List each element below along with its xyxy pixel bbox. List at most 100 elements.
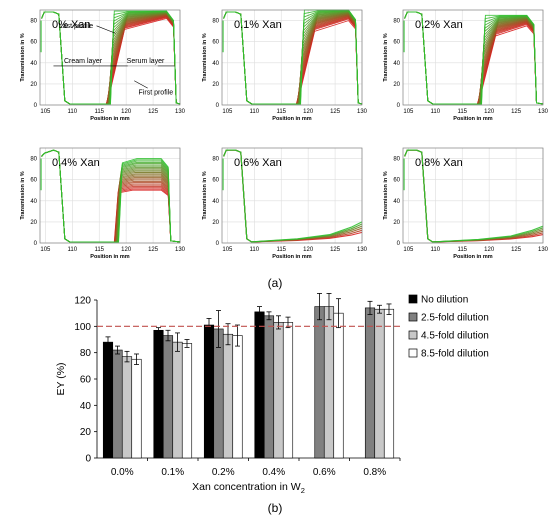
x-tick-label: 105 (222, 109, 233, 115)
annotation-last-profile: Last profile (59, 23, 93, 30)
x-tick-label: 120 (303, 109, 314, 115)
x-axis-label-subscript: 2 (301, 486, 305, 495)
profile-line (223, 9, 363, 105)
y-tick-label: 60 (80, 375, 92, 386)
y-axis-label: Transmission in % (20, 171, 26, 219)
panel-title: 0.1% Xan (234, 19, 282, 31)
x-tick-label: 105 (40, 109, 51, 115)
y-tick-label: 0 (34, 241, 38, 247)
annotation-arrow (134, 80, 148, 89)
profile-line (41, 10, 181, 105)
bar (172, 341, 183, 459)
bar (131, 358, 142, 459)
x-tick-label: 105 (403, 109, 414, 115)
x-tick-label: 125 (330, 109, 341, 115)
x-tick-label: 110 (431, 109, 441, 115)
y-tick-label: 40 (212, 199, 219, 205)
panel-title: 0.8% Xan (415, 157, 463, 169)
x-axis-label: Xan concentration in W2 (192, 481, 305, 495)
profile-line (223, 149, 363, 243)
x-tick-label: 0.0% (111, 467, 134, 478)
y-tick-label: 80 (80, 348, 92, 359)
bar (374, 308, 385, 459)
annotation-bg (127, 60, 158, 69)
panel-title: 0.6% Xan (234, 157, 282, 169)
y-tick-label: 0 (397, 103, 401, 109)
x-tick-label: 0.8% (363, 467, 386, 478)
bar (254, 311, 265, 459)
x-tick-label: 105 (40, 247, 51, 253)
x-tick-label: 110 (68, 247, 78, 253)
figure-label-b: (b) (268, 501, 283, 515)
profile-line (404, 11, 544, 105)
x-tick-label: 130 (357, 109, 368, 115)
annotation-serum-layer: Serum layer (127, 58, 165, 65)
bar (181, 343, 193, 459)
bar (203, 324, 215, 459)
x-tick-label: 125 (511, 247, 522, 253)
x-axis-label: Position in mm (453, 116, 493, 122)
x-tick-label: 120 (484, 109, 495, 115)
x-tick-label: 120 (484, 247, 495, 253)
transmission-panel: 105 110 115 120 125 130 0 20 40 60 80 Position in m… (383, 9, 549, 122)
bar (102, 341, 114, 459)
y-tick-label: 80 (393, 19, 400, 25)
ey-bar-chart: 0 20 40 60 80 100 120 0.0% 0.1% 0.2% 0.4% 0.6% 0.8% X… (55, 293, 489, 495)
legend-swatch (408, 330, 418, 340)
y-axis-label: Transmission in % (383, 171, 389, 219)
x-tick-label: 115 (94, 247, 104, 253)
bar (273, 322, 284, 459)
y-tick-label: 40 (30, 61, 37, 67)
figure-label-a: (a) (268, 276, 283, 290)
legend-swatch (408, 312, 418, 322)
y-axis-label: Transmission in % (20, 33, 26, 81)
y-tick-label: 0 (85, 454, 91, 465)
x-tick-label: 125 (148, 109, 159, 115)
bar (213, 328, 224, 459)
y-tick-label: 80 (212, 157, 219, 163)
panel-frame (402, 147, 544, 244)
legend-label: 4.5-fold dilution (421, 331, 489, 342)
bar (282, 322, 294, 459)
y-tick-label: 60 (393, 178, 400, 184)
profile-line (404, 149, 544, 243)
annotation-first-profile: First profile (139, 89, 174, 96)
x-tick-label: 130 (175, 247, 186, 253)
y-tick-label: 80 (30, 19, 37, 25)
y-tick-label: 20 (80, 427, 92, 438)
transmission-panel: 105 110 115 120 125 130 0 20 40 60 80 Position in m… (383, 147, 549, 260)
transmission-panel: 105 110 115 120 125 130 0 20 40 60 80 Position in m… (202, 9, 368, 122)
bar (364, 307, 376, 459)
bar (162, 335, 174, 459)
y-axis-label: Transmission in % (202, 171, 208, 219)
y-tick-label: 60 (30, 178, 37, 184)
x-tick-label: 115 (276, 109, 286, 115)
y-tick-label: 120 (74, 296, 91, 307)
bar (222, 333, 234, 459)
panel-frame (39, 9, 181, 106)
panel-frame (221, 147, 363, 244)
panel-title: 0% Xan (52, 19, 91, 31)
x-axis-label: Position in mm (90, 116, 130, 122)
y-axis-label: Transmission in % (202, 33, 208, 81)
bar (153, 329, 164, 459)
panel-title: 0.2% Xan (415, 19, 463, 31)
profile-line (41, 149, 181, 243)
legend-label: No dilution (421, 295, 468, 306)
x-tick-label: 125 (511, 109, 522, 115)
x-tick-label: 125 (330, 247, 341, 253)
y-tick-label: 0 (34, 103, 38, 109)
y-tick-label: 60 (212, 178, 219, 184)
y-tick-label: 40 (212, 61, 219, 67)
x-axis-label: Position in mm (453, 254, 493, 260)
x-axis-label: Position in mm (272, 116, 312, 122)
legend-swatch (408, 294, 418, 304)
y-tick-label: 20 (30, 82, 37, 88)
bar (112, 349, 123, 459)
x-tick-label: 110 (250, 247, 260, 253)
x-tick-label: 130 (357, 247, 368, 253)
y-tick-label: 20 (30, 220, 37, 226)
x-tick-label: 105 (403, 247, 414, 253)
x-tick-label: 125 (148, 247, 159, 253)
